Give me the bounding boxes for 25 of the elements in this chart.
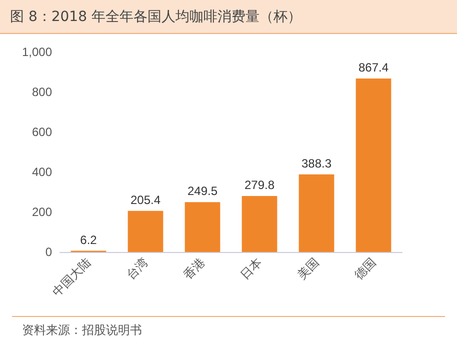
bar: [298, 174, 334, 252]
bar: [356, 78, 392, 252]
y-tick-label: 800: [32, 85, 52, 99]
bar: [242, 196, 278, 252]
data-label: 205.4: [130, 192, 161, 207]
y-tick-label: 0: [45, 245, 52, 259]
x-tick-label: 日本: [238, 255, 264, 282]
x-tick-label: 中国大陆: [50, 255, 94, 299]
data-label: 6.2: [80, 232, 98, 247]
data-label: 249.5: [187, 184, 218, 198]
data-label: 388.3: [301, 156, 332, 170]
data-label: 867.4: [358, 60, 389, 75]
bar: [184, 202, 220, 252]
x-tick-label: 台湾: [124, 255, 150, 282]
x-tick-label: 德国: [352, 255, 378, 282]
y-tick-label: 200: [32, 205, 52, 219]
y-tick-label: 1,000: [22, 45, 52, 59]
text: 资料来源：招股说明书: [22, 322, 142, 339]
y-tick-label: 600: [32, 125, 52, 139]
chart-title: 图 8：2018 年全年各国人均咖啡消费量（杯）: [0, 0, 457, 34]
data-label: 279.8: [244, 178, 275, 192]
x-tick-label: 美国: [294, 255, 322, 282]
y-tick-label: 400: [32, 165, 52, 179]
x-tick-label: 香港: [180, 255, 208, 282]
bar: [128, 210, 164, 252]
